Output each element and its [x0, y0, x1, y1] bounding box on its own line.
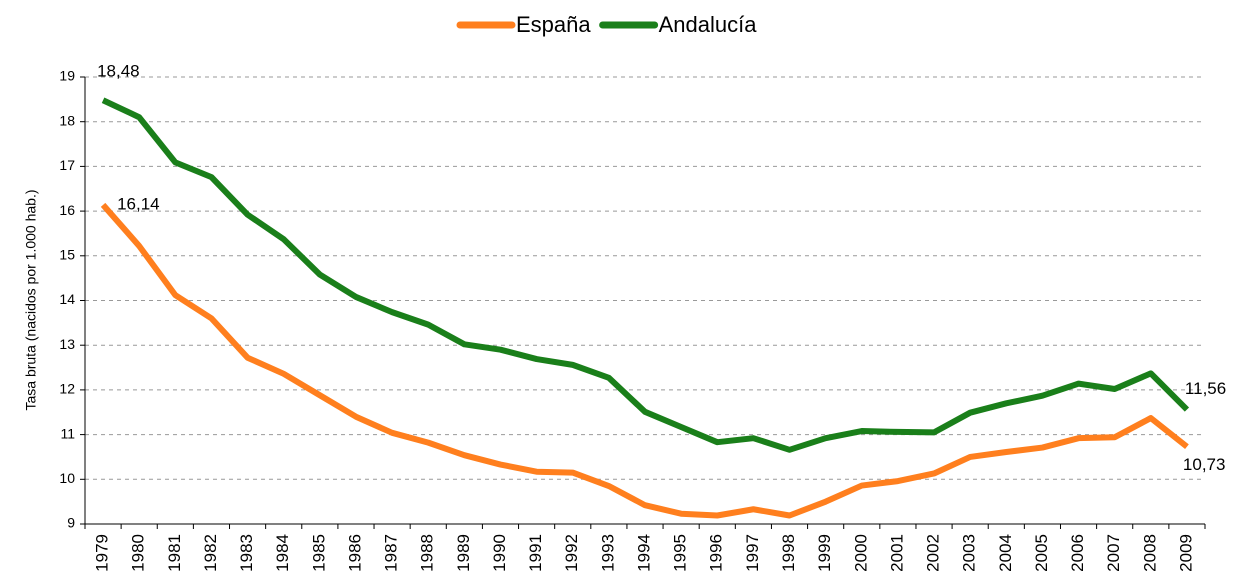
x-tick-label: 2000 — [851, 534, 870, 572]
y-tick-label: 15 — [59, 247, 75, 263]
y-tick-label: 12 — [59, 381, 75, 397]
y-tick-label: 11 — [60, 425, 75, 441]
x-tick-label: 1990 — [490, 534, 509, 572]
y-tick-label: 9 — [67, 515, 75, 531]
x-tick-label: 1989 — [454, 534, 473, 572]
value-label: 16,14 — [117, 194, 160, 213]
x-tick-label: 1991 — [526, 534, 545, 572]
y-tick-label: 14 — [59, 291, 75, 307]
x-tick-label: 2008 — [1140, 534, 1159, 572]
x-tick-label: 1997 — [743, 534, 762, 572]
y-axis-label: Tasa bruta (nacidos por 1.000 hab.) — [23, 189, 39, 410]
x-tick-label: 1996 — [707, 534, 726, 572]
legend-label: España — [516, 12, 591, 37]
x-tick-label: 2001 — [887, 534, 906, 572]
line-series — [100, 202, 1189, 519]
x-tick-label: 1982 — [201, 534, 220, 572]
x-tick-label: 2005 — [1032, 534, 1051, 572]
y-tick-label: 13 — [59, 336, 75, 352]
value-label: 10,73 — [1183, 455, 1226, 474]
x-tick-label: 2004 — [996, 534, 1015, 572]
y-tick-label: 10 — [59, 470, 75, 486]
x-tick-label: 2003 — [960, 534, 979, 572]
x-tick-label: 1988 — [418, 534, 437, 572]
x-tick-label: 2002 — [924, 534, 943, 572]
x-tick-label: 1985 — [309, 534, 328, 572]
x-tick-label: 1998 — [779, 534, 798, 572]
y-tick-label: 17 — [59, 157, 75, 173]
x-tick-label: 2006 — [1068, 534, 1087, 572]
line-series — [101, 97, 1190, 453]
x-tick-label: 1987 — [382, 534, 401, 572]
x-tick-label: 1995 — [671, 534, 690, 572]
y-tick-label: 16 — [59, 202, 75, 218]
legend-label: Andalucía — [659, 12, 758, 37]
value-label: 11,56 — [1185, 379, 1226, 398]
x-tick-label: 2009 — [1176, 534, 1195, 572]
x-tick-label: 1983 — [237, 534, 256, 572]
value-label: 18,48 — [97, 62, 140, 81]
x-tick-label: 1993 — [598, 534, 617, 572]
x-tick-label: 1984 — [273, 534, 292, 572]
x-tick-label: 1992 — [562, 534, 581, 572]
x-tick-label: 1994 — [634, 534, 653, 572]
x-tick-label: 1986 — [345, 534, 364, 572]
y-tick-label: 19 — [59, 68, 75, 84]
x-tick-label: 2007 — [1104, 534, 1123, 572]
x-tick-label: 1999 — [815, 534, 834, 572]
x-tick-label: 1979 — [93, 534, 112, 572]
x-tick-label: 1981 — [165, 534, 184, 572]
y-tick-label: 18 — [59, 112, 75, 128]
x-tick-label: 1980 — [129, 534, 148, 572]
